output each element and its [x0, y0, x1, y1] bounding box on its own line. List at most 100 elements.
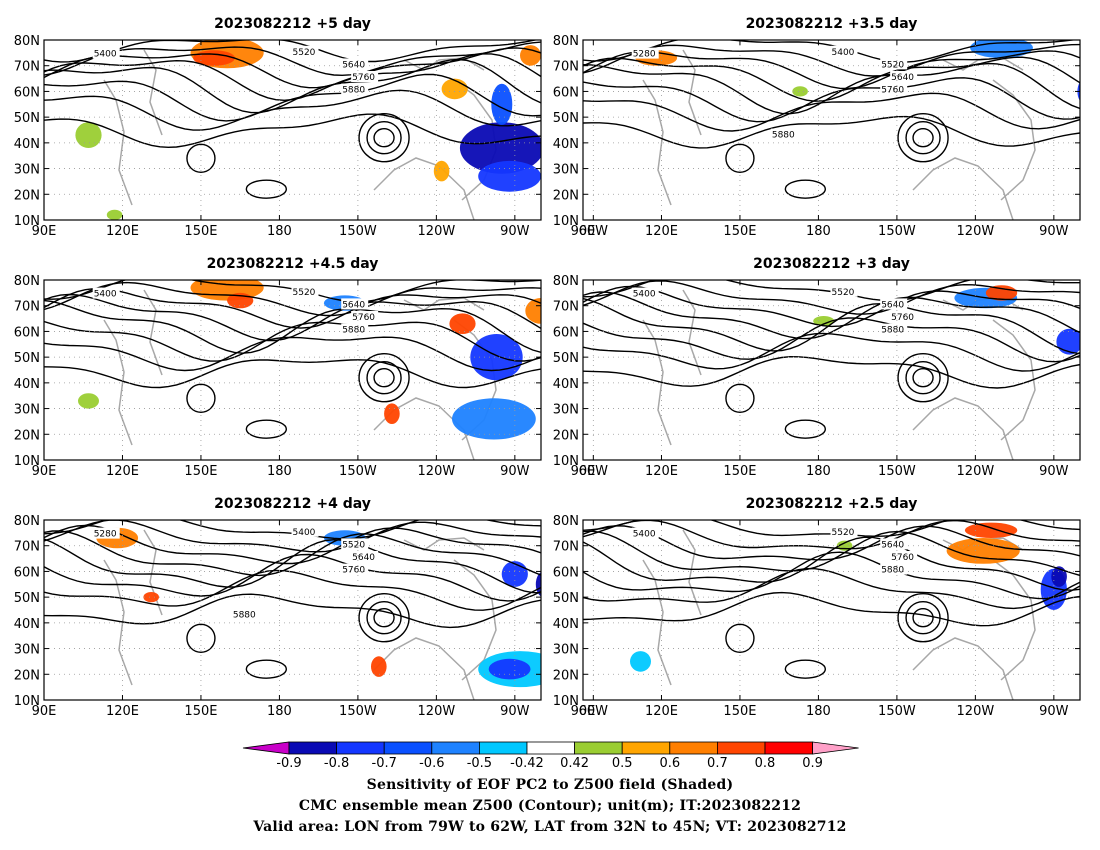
lat-tick-label: 40N [14, 617, 40, 632]
z500-contour [358, 113, 410, 163]
sensitivity-shading [459, 122, 541, 174]
lat-tick-label: 60N [14, 85, 40, 100]
z500-contour [44, 530, 541, 577]
gridlines [583, 40, 1080, 220]
lon-tick-label: 120E [106, 224, 139, 239]
lat-tick-label: 20N [14, 668, 40, 683]
coastline [992, 79, 1036, 201]
contour-label: 5520 [832, 528, 855, 538]
lon-tick-label: 90W [500, 464, 530, 479]
lon-tick-label: 150E [184, 224, 217, 239]
lat-tick-label: 30N [553, 643, 579, 658]
lon-tick-label: 60W [579, 464, 609, 479]
contour-label: 5760 [881, 86, 904, 96]
contour-label: 5520 [293, 288, 316, 298]
coastline [373, 157, 475, 220]
z500-contour [583, 551, 1080, 600]
lon-tick-label: 90W [500, 224, 530, 239]
colorbar-tick-label: 0.42 [560, 756, 589, 771]
contour-label: 5400 [832, 48, 855, 58]
z500-contour [373, 368, 395, 388]
colorbar-tick-label: -0.9 [276, 756, 301, 771]
contour-label: 5640 [342, 300, 365, 310]
z500-contour [44, 40, 539, 63]
lon-tick-label: 90E [571, 224, 596, 239]
coastline [912, 637, 1014, 700]
contour-label: 5280 [633, 50, 656, 60]
z500-contour [583, 530, 1080, 577]
sensitivity-shading [371, 656, 387, 677]
coastline [642, 319, 672, 446]
sensitivity-shading [1083, 166, 1100, 187]
z500-contour [583, 291, 1080, 340]
lon-tick-label: 150W [878, 704, 916, 719]
lat-tick-label: 30N [14, 163, 40, 178]
map-frame [582, 519, 1081, 701]
contour-label: 5880 [233, 611, 256, 621]
coastline [682, 529, 702, 616]
lat-tick-label: 60N [14, 325, 40, 340]
lat-tick-label: 70N [553, 300, 579, 315]
panel-title: 2023082212 +4 day [214, 496, 371, 512]
lon-tick-label: 180 [806, 224, 831, 239]
lat-tick-label: 30N [14, 643, 40, 658]
z500-contour [44, 359, 541, 389]
colorbar-tick-label: -0.42 [510, 756, 544, 771]
contour-label: 5400 [94, 290, 117, 300]
map-panel: 2023082212 +2.5 day 5400 5520 5640 5760 5880 8… [553, 496, 1081, 719]
lon-tick-label: 90E [571, 464, 596, 479]
sensitivity-shading [946, 538, 1020, 564]
lon-tick-label: 150W [339, 464, 377, 479]
map-content: 5400 5520 5640 5760 5880 [44, 280, 541, 460]
contour-label: 5880 [772, 131, 795, 141]
coastline [103, 559, 133, 686]
z500-contour [44, 524, 541, 565]
lon-tick-label: 150E [184, 704, 217, 719]
z500-contour [245, 659, 288, 679]
sensitivity-shading [449, 313, 476, 334]
lat-tick-label: 80N [14, 274, 40, 289]
lat-tick-label: 60N [553, 85, 579, 100]
contour-label: 5400 [633, 290, 656, 300]
lat-tick-label: 30N [14, 403, 40, 418]
contour-label: 5760 [352, 313, 375, 323]
lon-tick-label: 120W [418, 704, 456, 719]
lat-tick-label: 40N [553, 617, 579, 632]
sensitivity-shading [792, 86, 808, 97]
contour-label: 5880 [881, 566, 904, 576]
lat-tick-label: 70N [553, 60, 579, 75]
lat-tick-label: 80N [553, 274, 579, 289]
sensitivity-shading [535, 572, 541, 597]
colorbar: -0.9 -0.8 -0.7 -0.6 -0.5 -0.42 0.42 0.5 0.6 0.7 0.… [242, 741, 859, 771]
z500-contour [583, 525, 1080, 561]
lat-tick-label: 40N [14, 137, 40, 152]
coastline [103, 319, 133, 446]
panel-title: 2023082212 +4.5 day [207, 256, 379, 272]
colorbar-tick-label: -0.6 [419, 756, 444, 771]
z500-contour [245, 179, 288, 199]
lon-tick-label: 150E [723, 704, 756, 719]
z500-contour [583, 355, 1080, 389]
z500-contour [725, 383, 755, 413]
z500-contour [44, 320, 541, 362]
lat-tick-label: 40N [553, 137, 579, 152]
z500-contour [583, 317, 1080, 363]
z500-contour [784, 419, 827, 439]
lat-tick-label: 50N [14, 351, 40, 366]
contour-label: 5520 [881, 60, 904, 70]
coastline [453, 559, 497, 681]
z500-contour [583, 591, 1080, 627]
lat-tick-label: 50N [553, 111, 579, 126]
sensitivity-shading [488, 658, 531, 680]
z500-contour [897, 593, 949, 643]
lon-tick-label: 120W [957, 464, 995, 479]
map-frame [43, 519, 542, 701]
z500-contour [912, 128, 934, 148]
contour-label: 5640 [342, 60, 365, 70]
z500-contour [583, 280, 1080, 315]
z500-contour [583, 520, 1080, 550]
z500-contour [583, 43, 1080, 77]
lat-tick-label: 50N [553, 351, 579, 366]
z500-contour [358, 593, 410, 643]
lon-tick-label: 120E [106, 704, 139, 719]
